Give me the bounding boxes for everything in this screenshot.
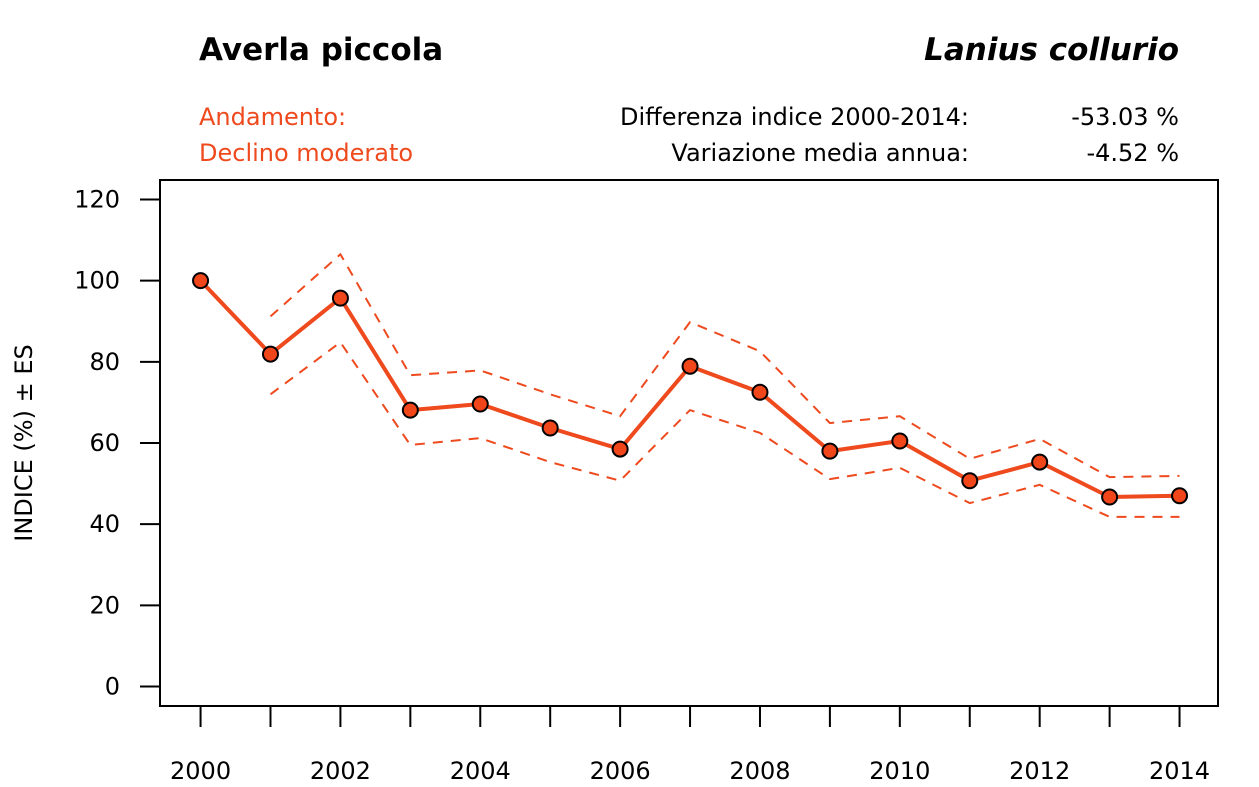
x-tick-label: 2010 [869,757,930,785]
data-point [1101,488,1119,506]
series-layer [192,252,1189,518]
data-point [471,395,489,413]
upper-error-line [269,252,1180,479]
y-axis: 0 20 40 60 80 100 120 [74,185,160,701]
y-tick-label: 60 [89,429,120,457]
x-tick-label: 2004 [450,757,511,785]
x-tick-label: 2012 [1009,757,1070,785]
stat-label-annual-variation: Variazione media annua: [671,139,969,167]
y-tick-label: 20 [89,591,120,619]
data-point [751,383,769,401]
x-tick-label: 2008 [729,757,790,785]
data-point [1171,487,1189,505]
y-axis-label: INDICE (%) ± ES [10,344,38,541]
data-point [1031,453,1049,471]
data-point [961,472,979,490]
y-tick-label: 120 [74,185,120,213]
species-common-name: Averla piccola [199,32,444,68]
x-tick-label: 2002 [310,757,371,785]
x-tick-label: 2006 [590,757,651,785]
trend-value: Declino moderato [199,139,414,167]
lower-error-line [269,340,1180,518]
y-tick-label: 40 [89,510,120,538]
data-point [401,401,419,419]
stat-value-annual-variation: -4.52 % [1086,139,1179,167]
data-point [192,272,210,290]
species-scientific-name: Lanius collurio [924,32,1179,68]
trend-title: Andamento: [199,103,347,131]
data-point [261,345,279,363]
x-axis: 2000 2002 2004 2006 2008 2010 2012 2014 [170,707,1210,785]
x-tick-label: 2000 [170,757,231,785]
y-tick-label: 0 [105,673,120,701]
stat-label-index-difference: Differenza indice 2000-2014: [620,103,969,131]
data-point [891,432,909,450]
data-point [541,419,559,437]
data-point [821,442,839,460]
plot-frame [159,179,1219,707]
data-point [331,289,349,307]
data-point [611,440,629,458]
data-point [681,357,699,375]
x-tick-label: 2014 [1149,757,1210,785]
y-tick-label: 100 [74,267,120,295]
y-tick-label: 80 [89,348,120,376]
stat-value-index-difference: -53.03 % [1071,103,1179,131]
